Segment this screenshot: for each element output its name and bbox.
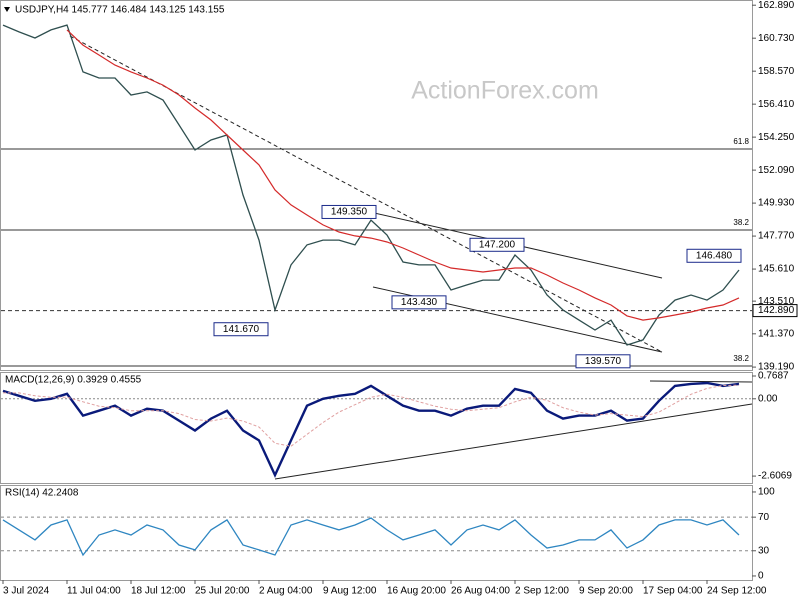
fib-label: 61.8 xyxy=(733,137,749,146)
menu-triangle xyxy=(4,7,10,12)
price-panel xyxy=(0,0,753,371)
price-label: 147.200 xyxy=(479,239,516,250)
macd-trend-line xyxy=(649,380,753,383)
price-label: 146.480 xyxy=(696,250,733,261)
current-price-label: 142.890 xyxy=(758,305,795,316)
y-tick-label: 147.770 xyxy=(758,231,795,242)
price-label-box xyxy=(575,354,631,369)
y-tick-label: 162.890 xyxy=(758,0,795,11)
y-tick-label: 100 xyxy=(758,487,775,498)
watermark: ActionForex.com xyxy=(411,77,599,105)
y-tick-label: 0.00 xyxy=(758,393,778,404)
y-tick-label: -2.6069 xyxy=(758,471,792,482)
current-price-box xyxy=(752,304,798,318)
price-label: 139.570 xyxy=(585,356,622,367)
series-line xyxy=(66,29,740,321)
series-line xyxy=(2,517,740,557)
fib-label: 38.2 xyxy=(733,218,749,227)
x-tick-label: 2 Aug 04:00 xyxy=(259,586,313,597)
x-tick-label: 16 Aug 20:00 xyxy=(387,586,446,597)
x-tick-label: 26 Aug 04:00 xyxy=(451,586,510,597)
y-tick-label: 156.410 xyxy=(758,99,795,110)
x-tick-label: 17 Sep 04:00 xyxy=(643,586,703,597)
price-label-box xyxy=(213,322,269,337)
macd-panel xyxy=(0,372,753,484)
price-label: 143.430 xyxy=(401,297,438,308)
panel-title: RSI(14) 42.2408 xyxy=(5,488,79,499)
price-label-box xyxy=(321,204,377,219)
x-tick-label: 25 Jul 20:00 xyxy=(195,586,250,597)
price-label-box xyxy=(469,237,525,252)
y-tick-label: 143.510 xyxy=(758,296,795,307)
panel-title: MACD(12,26,9) 0.3929 0.4555 xyxy=(5,375,142,386)
y-tick-label: 141.370 xyxy=(758,328,795,339)
y-tick-label: 160.730 xyxy=(758,33,795,44)
x-tick-label: 18 Jul 12:00 xyxy=(131,586,186,597)
y-tick-label: 30 xyxy=(758,545,770,556)
price-label: 149.350 xyxy=(331,207,368,218)
x-tick-label: 9 Aug 12:00 xyxy=(323,586,377,597)
price-label: 141.670 xyxy=(223,324,260,335)
y-tick-label: 0 xyxy=(758,571,764,582)
x-tick-label: 9 Sep 20:00 xyxy=(579,586,633,597)
y-tick-label: 149.930 xyxy=(758,198,795,209)
y-tick-label: 0.7687 xyxy=(758,371,789,382)
fib-label: 38.2 xyxy=(733,354,749,363)
x-tick-label: 3 Jul 2024 xyxy=(3,586,50,597)
y-tick-label: 158.570 xyxy=(758,66,795,77)
series-line xyxy=(3,384,740,447)
y-tick-label: 139.190 xyxy=(758,362,795,373)
series-line xyxy=(2,24,740,346)
price-label-box xyxy=(391,295,447,310)
x-tick-label: 2 Sep 12:00 xyxy=(515,586,569,597)
y-tick-label: 145.610 xyxy=(758,264,795,275)
x-tick-label: 24 Sep 12:00 xyxy=(707,586,767,597)
x-tick-label: 11 Jul 04:00 xyxy=(67,586,121,597)
rsi-panel xyxy=(0,485,753,581)
chart-title: USDJPY,H4 145.777 146.484 143.125 143.15… xyxy=(15,5,225,16)
macd-trend-line xyxy=(274,403,753,480)
y-tick-label: 70 xyxy=(758,512,770,523)
price-label-box xyxy=(686,248,742,263)
y-tick-label: 152.090 xyxy=(758,165,795,176)
y-tick-label: 154.250 xyxy=(758,132,795,143)
